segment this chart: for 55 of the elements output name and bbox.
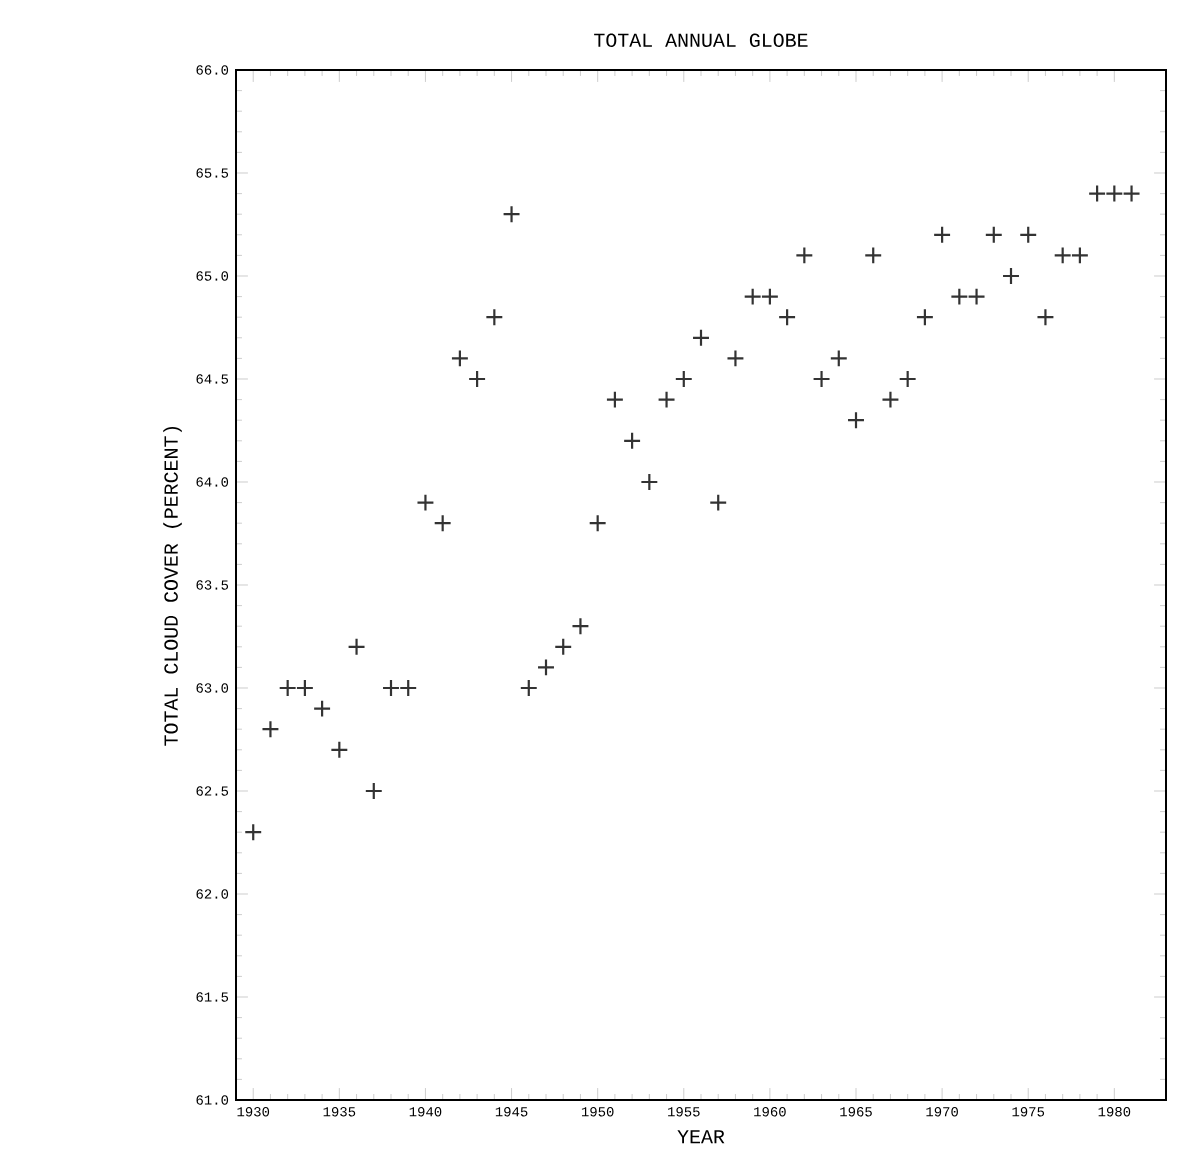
point	[571, 617, 590, 636]
point	[1088, 184, 1107, 203]
point	[468, 369, 487, 389]
point	[657, 390, 676, 409]
point	[295, 678, 314, 698]
point	[674, 369, 693, 389]
point	[760, 287, 779, 306]
point	[502, 205, 521, 224]
chart-title: TOTAL ANNUAL GLOBE	[594, 33, 808, 47]
point	[381, 678, 401, 698]
point	[1036, 308, 1055, 327]
point	[1019, 225, 1038, 244]
point	[1122, 184, 1141, 203]
point	[915, 308, 934, 327]
point	[846, 411, 866, 430]
point	[433, 514, 452, 533]
point	[829, 349, 848, 368]
point	[313, 699, 332, 718]
point	[881, 390, 900, 409]
point	[347, 637, 366, 656]
point	[950, 287, 969, 306]
point	[399, 678, 418, 698]
point	[967, 287, 986, 306]
point	[244, 823, 263, 842]
point	[1001, 266, 1021, 286]
point	[864, 246, 883, 265]
point	[623, 431, 642, 450]
point	[554, 637, 573, 656]
y-axis-title: TOTAL CLOUD COVER (PERCENT)	[163, 426, 182, 746]
point	[898, 369, 917, 389]
point	[743, 287, 762, 306]
point	[330, 740, 349, 759]
point	[709, 493, 728, 512]
point	[778, 308, 797, 327]
point	[450, 349, 469, 368]
x-axis-title: YEAR	[677, 1130, 725, 1144]
point	[933, 225, 952, 244]
point	[278, 678, 297, 698]
point	[416, 493, 435, 512]
point	[261, 720, 280, 739]
point	[726, 349, 745, 368]
point	[984, 225, 1003, 244]
point	[691, 328, 711, 347]
point	[485, 308, 504, 327]
point	[1070, 246, 1089, 265]
point	[364, 781, 383, 801]
point	[536, 658, 556, 677]
point	[1053, 246, 1072, 265]
point	[588, 514, 607, 533]
point	[1105, 184, 1124, 203]
point	[640, 472, 659, 492]
point	[812, 369, 831, 389]
point	[795, 246, 814, 265]
point	[605, 390, 624, 409]
point	[519, 678, 538, 698]
